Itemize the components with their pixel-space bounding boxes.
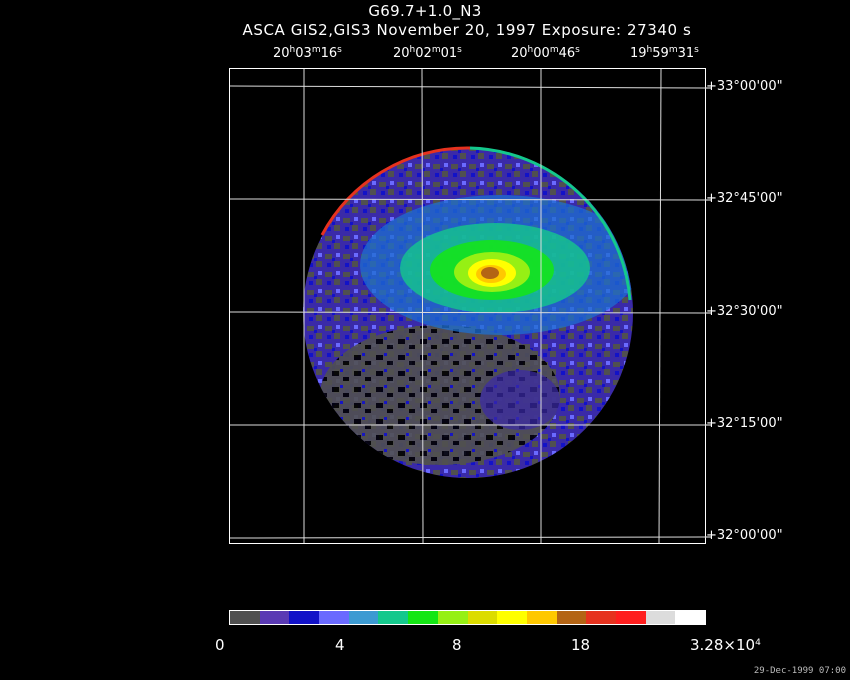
colorbar-segment [408, 611, 438, 624]
colorbar-segment [586, 611, 616, 624]
colorbar-segment [675, 611, 705, 624]
ra-label: 20h03m16s [273, 45, 342, 61]
ra-label: 20h00m46s [511, 45, 580, 61]
dec-label: +32°00'00" [706, 528, 783, 543]
colorbar-segment [230, 611, 260, 624]
colorbar-segment [526, 611, 557, 624]
dec-label: +32°30'00" [706, 304, 783, 319]
colorbar-segment [615, 611, 646, 624]
colorbar-segment [378, 611, 409, 624]
colorbar-segment [437, 611, 468, 624]
detector-edge-arc [469, 146, 632, 301]
colorbar [229, 610, 706, 625]
dec-tick-marks [706, 87, 712, 538]
plot-frame [229, 68, 706, 544]
colorbar-segment [556, 611, 587, 624]
colorbar-segment [467, 611, 498, 624]
colorbar-tick-label: 18 [571, 636, 591, 654]
image-title: G69.7+1.0_N3 [368, 2, 482, 20]
colorbar-tick-label: 4 [335, 636, 345, 654]
dec-label: +32°45'00" [706, 191, 783, 206]
image-subtitle: ASCA GIS2,GIS3 November 20, 1997 Exposur… [242, 21, 692, 39]
colorbar-tick-label: 8 [452, 636, 462, 654]
colorbar-segment [497, 611, 527, 624]
detector-edge-arc [320, 146, 471, 236]
ra-label: 19h59m31s [630, 45, 699, 61]
colorbar-tick-label: 0 [215, 636, 225, 654]
colorbar-segment [289, 611, 320, 624]
colorbar-segment [645, 611, 676, 624]
coordinate-grid [229, 68, 707, 544]
colorbar-segment [319, 611, 349, 624]
timestamp: 29-Dec-1999 07:00 [753, 666, 846, 676]
ra-label: 20h02m01s [393, 45, 462, 61]
dec-label: +32°15'00" [706, 416, 783, 431]
dec-label: +33°00'00" [706, 79, 783, 94]
colorbar-segment [348, 611, 379, 624]
detector-field [303, 148, 633, 478]
colorbar-max-label: 3.28×104 [690, 636, 761, 654]
colorbar-segment [259, 611, 290, 624]
